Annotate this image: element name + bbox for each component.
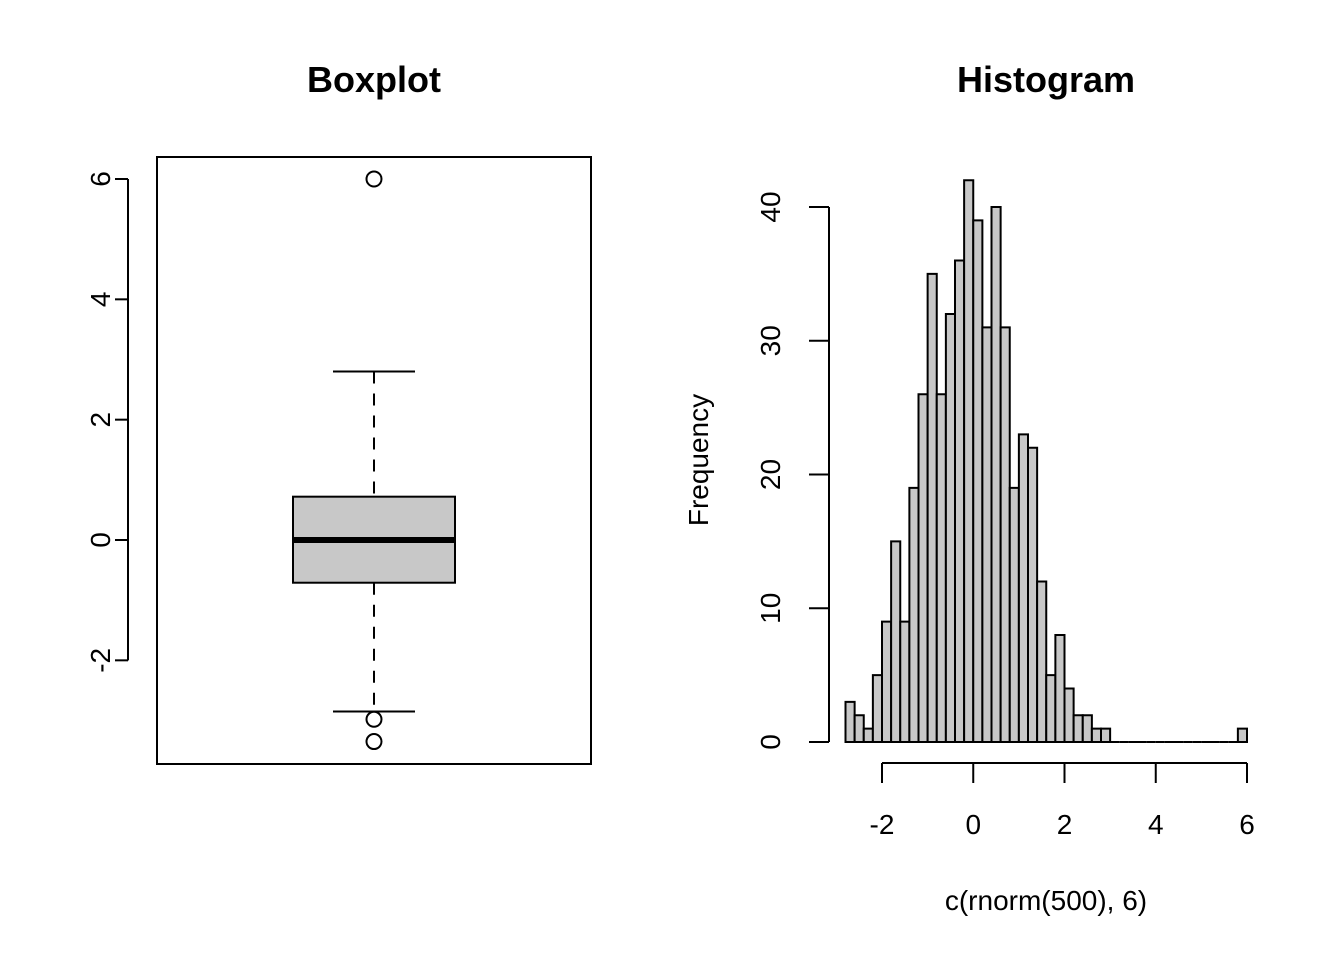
- histogram-bar: [935, 393, 947, 743]
- histogram-bar: [899, 620, 911, 743]
- histogram-bar: [908, 486, 920, 743]
- histogram-bar: [944, 313, 956, 743]
- boxplot-outlier: [365, 170, 383, 188]
- histogram-bar: [1017, 433, 1029, 743]
- histogram-bar: [853, 714, 865, 743]
- boxplot-y-tick-label: 4: [85, 292, 116, 308]
- histogram-bar: [926, 272, 938, 743]
- boxplot-y-tick-label: 0: [85, 532, 116, 548]
- histogram-bar: [844, 700, 856, 743]
- histogram-bar: [990, 206, 1002, 743]
- histogram-x-tick-label: 0: [965, 809, 981, 840]
- histogram-y-label: Frequency: [683, 394, 714, 526]
- histogram-x-label: c(rnorm(500), 6): [945, 885, 1147, 916]
- histogram-title: Histogram: [957, 59, 1135, 100]
- histogram-bar: [862, 727, 874, 743]
- histogram-bar: [1036, 580, 1048, 743]
- histogram-x-axis: -2 0 2 4 6: [870, 762, 1255, 840]
- histogram-y-axis: 0 10 20 30 40: [755, 191, 830, 750]
- histogram-bars: [844, 179, 1248, 743]
- histogram-bar: [871, 674, 883, 743]
- boxplot-panel: Boxplot -2 0 2 4 6: [85, 59, 592, 765]
- boxplot-y-tick-label: 2: [85, 412, 116, 428]
- histogram-bar: [890, 540, 902, 743]
- boxplot-outlier: [365, 710, 383, 728]
- histogram-x-tick-label: -2: [870, 809, 895, 840]
- histogram-bar: [1236, 727, 1248, 743]
- histogram-bar: [1063, 687, 1075, 743]
- boxplot-frame: [156, 156, 592, 765]
- histogram-y-tick-label: 10: [755, 593, 786, 624]
- histogram-bar: [1027, 446, 1039, 743]
- boxplot-title: Boxplot: [307, 59, 441, 100]
- histogram-bar: [1054, 634, 1066, 743]
- boxplot-y-tick-label: 6: [85, 171, 116, 187]
- histogram-bar: [1090, 727, 1102, 743]
- histogram-bar: [1081, 714, 1093, 743]
- boxplot-y-tick-label: -2: [85, 648, 116, 673]
- histogram-bar: [1008, 486, 1020, 743]
- histogram-bar: [917, 393, 929, 743]
- boxplot-outlier: [365, 733, 383, 751]
- histogram-x-tick-label: 6: [1239, 809, 1255, 840]
- histogram-bar: [954, 259, 966, 743]
- histogram-bar: [1100, 727, 1112, 743]
- histogram-bar: [1072, 714, 1084, 743]
- boxplot-marks: [292, 170, 456, 751]
- histogram-bar: [981, 326, 993, 743]
- boxplot-y-axis: -2 0 2 4 6: [85, 171, 129, 673]
- histogram-bar: [999, 326, 1011, 743]
- histogram-bar: [963, 179, 975, 743]
- histogram-x-tick-label: 2: [1057, 809, 1073, 840]
- histogram-bar: [972, 219, 984, 743]
- histogram-y-tick-label: 30: [755, 325, 786, 356]
- histogram-panel: Histogram c(rnorm(500), 6) Frequency -2 0…: [683, 59, 1255, 916]
- histogram-bar: [881, 620, 893, 743]
- histogram-y-tick-label: 40: [755, 191, 786, 222]
- histogram-x-tick-label: 4: [1148, 809, 1164, 840]
- histogram-y-tick-label: 20: [755, 459, 786, 490]
- histogram-y-tick-label: 0: [755, 734, 786, 750]
- histogram-bar: [1045, 674, 1057, 743]
